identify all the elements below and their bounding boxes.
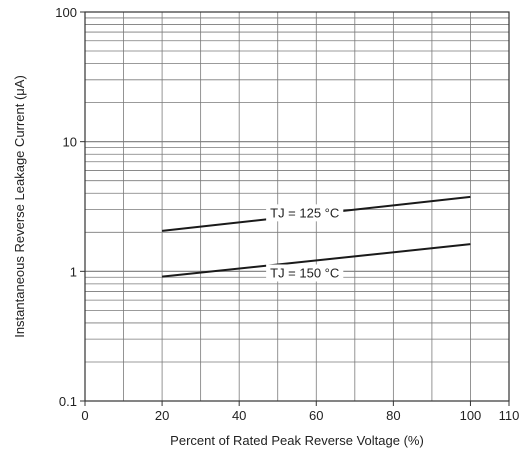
x-tick-label: 110 xyxy=(499,408,520,423)
y-tick-label: 1 xyxy=(70,264,77,279)
series-label-1: TJ = 125 °C xyxy=(270,205,339,220)
y-axis-title: Instantaneous Reverse Leakage Current (μ… xyxy=(12,75,27,338)
x-axis-title: Percent of Rated Peak Reverse Voltage (%… xyxy=(170,433,424,448)
series-group: TJ = 125 °C TJ = 150 °C xyxy=(161,195,471,282)
x-tick-label: 0 xyxy=(81,408,88,423)
x-tick-label: 20 xyxy=(155,408,169,423)
x-tick-label: 80 xyxy=(386,408,400,423)
x-tick-label: 40 xyxy=(232,408,246,423)
y-tick-labels: 0.1 1 10 100 xyxy=(55,5,85,409)
y-tick-label: 10 xyxy=(63,135,77,150)
series-label-background xyxy=(266,264,344,282)
x-tick-labels: 0 20 40 60 80 100 110 xyxy=(81,401,519,423)
x-tick-label: 100 xyxy=(460,408,482,423)
y-tick-label: 0.1 xyxy=(59,394,77,409)
series-line-2 xyxy=(161,243,471,278)
series-label-2: TJ = 150 °C xyxy=(270,265,339,280)
plot-frame xyxy=(84,11,510,402)
y-tick-label: 100 xyxy=(55,5,77,20)
x-tick-label: 60 xyxy=(309,408,323,423)
series-label-background xyxy=(266,204,344,222)
